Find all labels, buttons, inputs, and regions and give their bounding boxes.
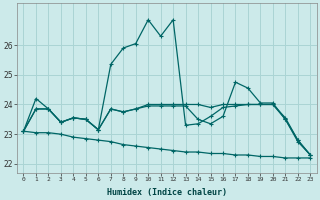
X-axis label: Humidex (Indice chaleur): Humidex (Indice chaleur) <box>107 188 227 197</box>
